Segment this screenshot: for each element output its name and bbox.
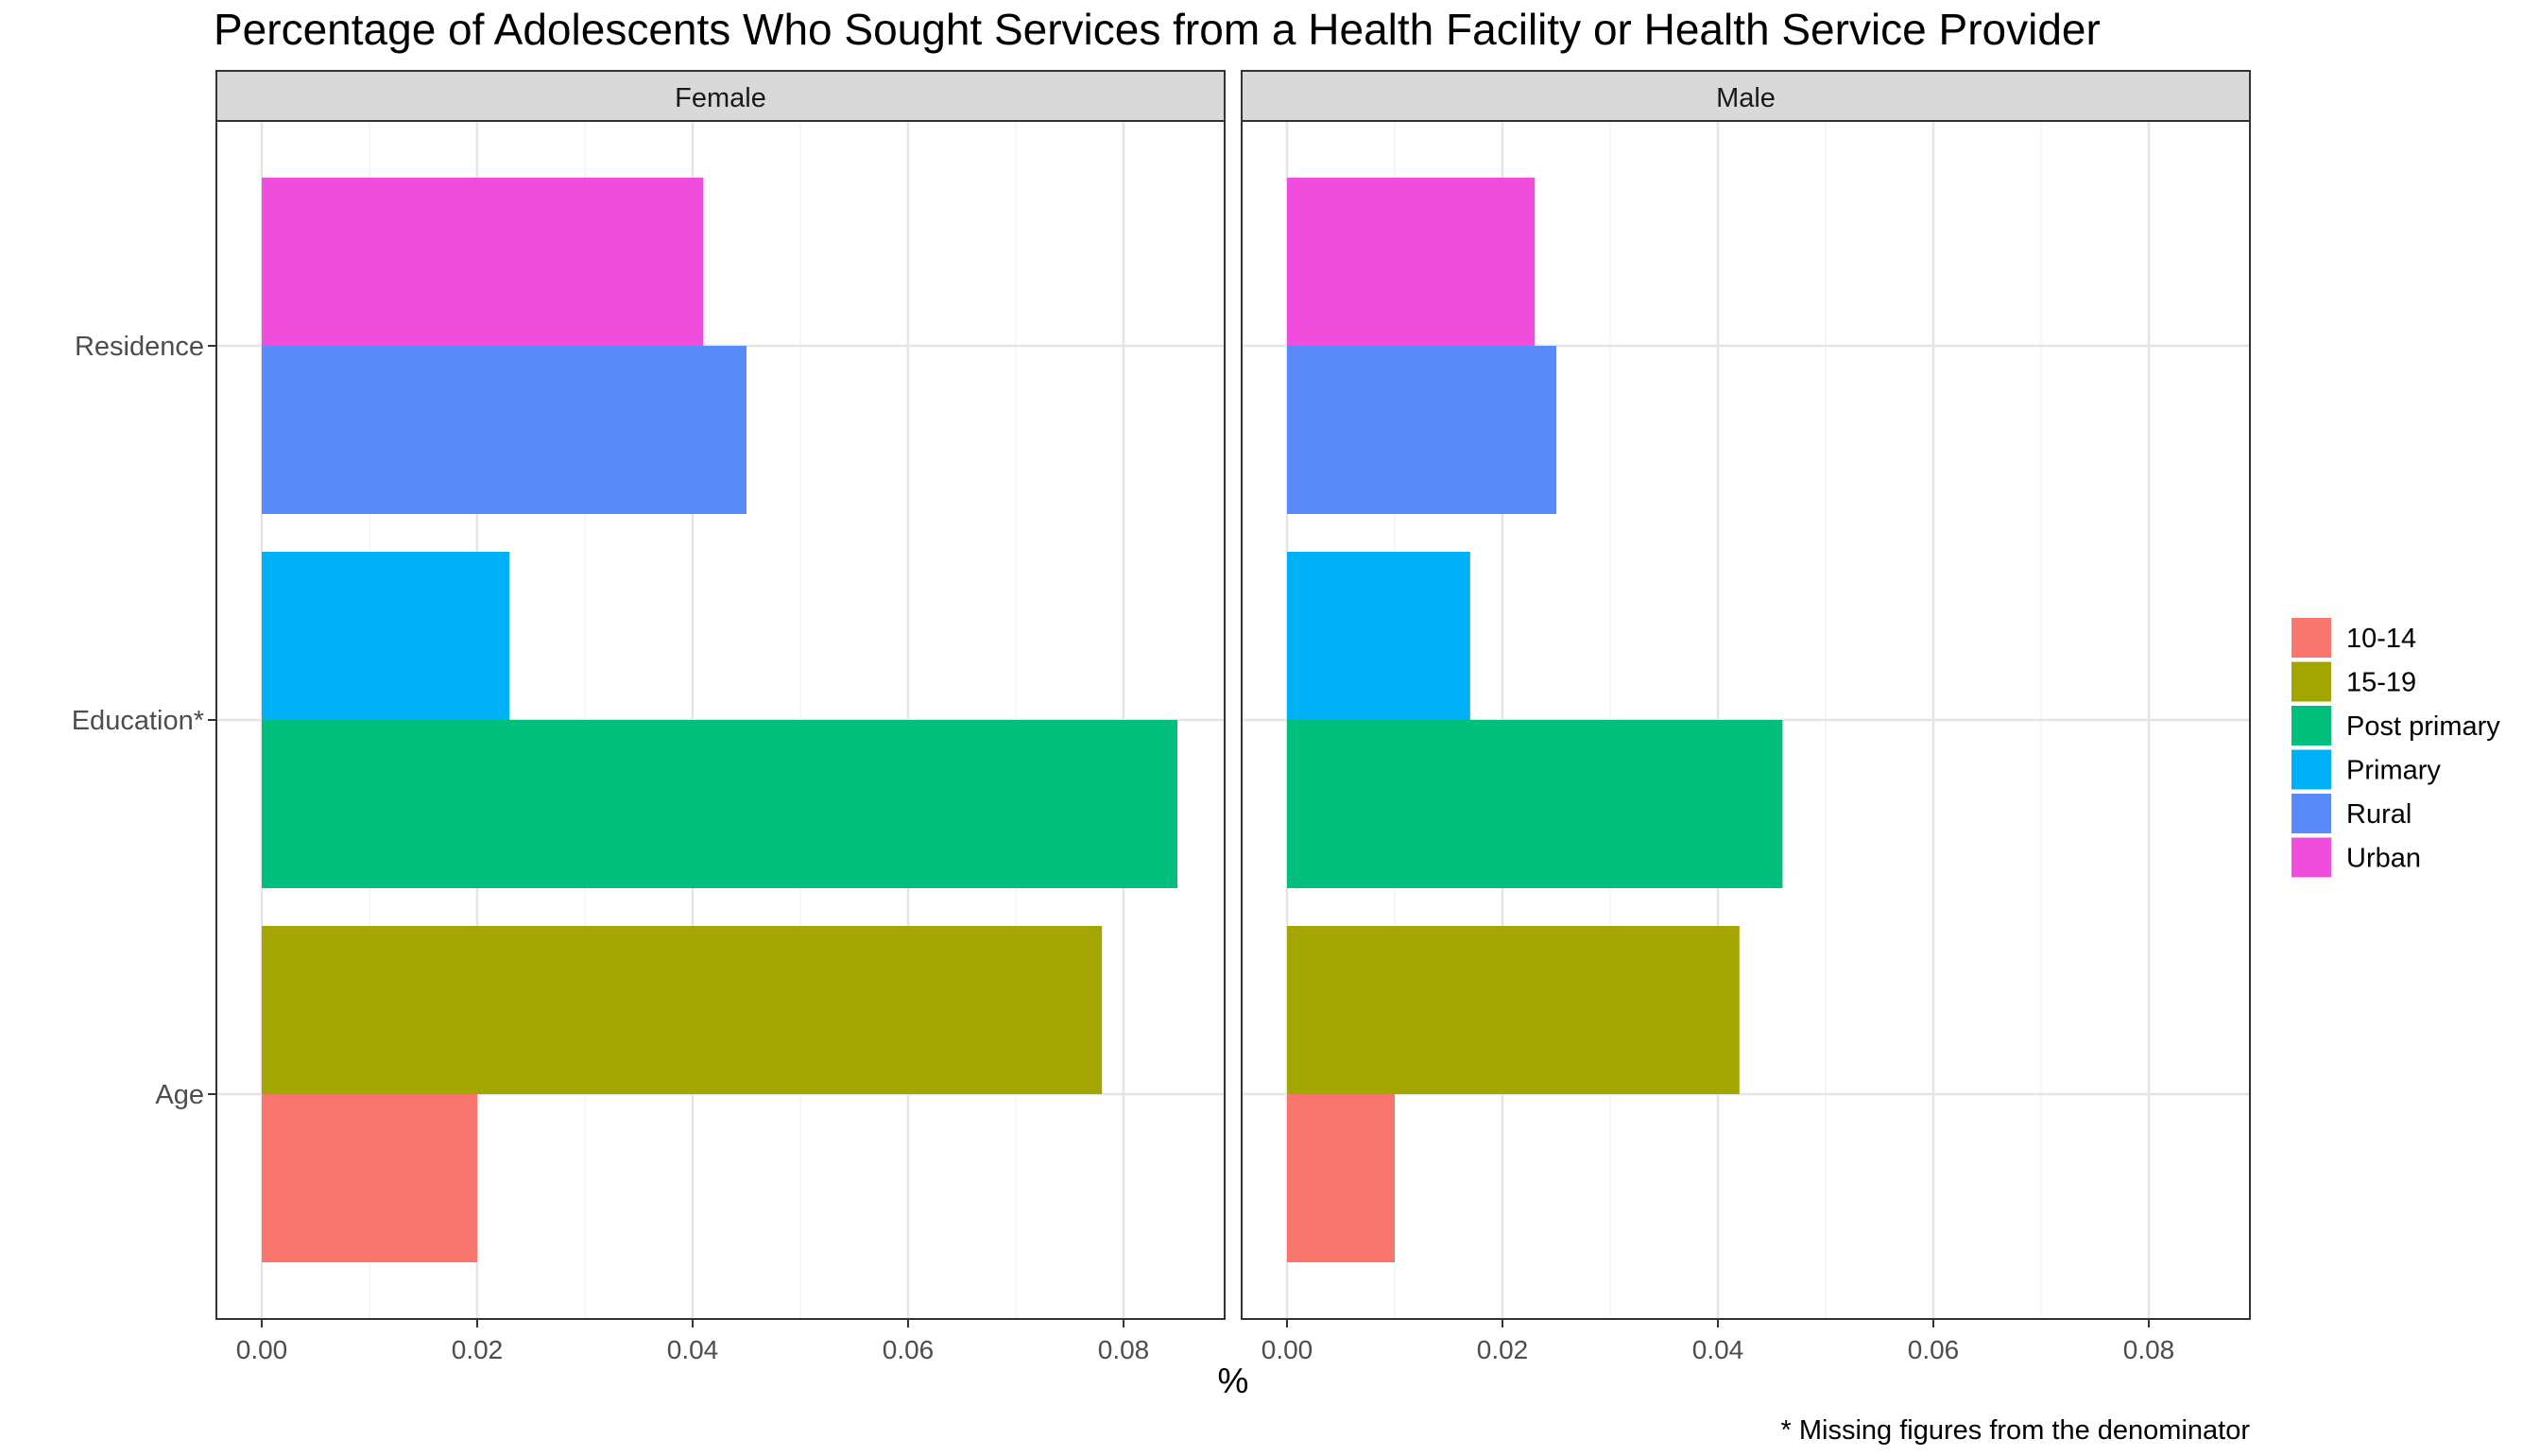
bar-female-residence-rural	[262, 346, 747, 514]
x-tick-label: 0.04	[667, 1335, 719, 1364]
legend-swatch-rural	[2291, 794, 2331, 833]
x-tick-label: 0.06	[1908, 1335, 1960, 1364]
bar-male-residence-rural	[1287, 346, 1556, 514]
x-tick-label: 0.08	[2123, 1335, 2175, 1364]
legend-swatch-primary	[2291, 749, 2331, 790]
bar-female-age-10-14	[262, 1094, 477, 1262]
facet-strip-label: Male	[1716, 83, 1776, 113]
facet-strip	[215, 70, 1226, 122]
x-tick-label: 0.02	[452, 1335, 504, 1364]
x-tick-label: 0.06	[883, 1335, 935, 1364]
y-tick-label: Residence	[75, 332, 204, 362]
bar-male-education-primary	[1287, 552, 1470, 720]
legend-swatch-10-14	[2291, 618, 2331, 658]
x-tick-label: 0.08	[1098, 1335, 1150, 1364]
legend-swatch-15-19	[2291, 661, 2331, 702]
x-tick-label: 0.00	[1261, 1335, 1313, 1364]
legend-swatch-urban	[2291, 837, 2331, 878]
y-tick-label: Education*	[72, 706, 204, 736]
bar-male-age-15-19	[1287, 926, 1740, 1094]
bar-male-residence-urban	[1287, 178, 1536, 346]
legend-label: 15-19	[2346, 668, 2416, 698]
legend-label: Urban	[2346, 844, 2421, 874]
x-tick-label: 0.02	[1477, 1335, 1529, 1364]
legend-label: Primary	[2346, 756, 2441, 786]
bar-female-education-post-primary	[262, 720, 1177, 888]
facet-strip-label: Female	[675, 83, 766, 113]
caption: * Missing figures from the denominator	[1781, 1415, 2251, 1446]
y-tick-label: Age	[155, 1080, 204, 1110]
bar-female-residence-urban	[262, 178, 704, 346]
legend-label: Post primary	[2346, 711, 2500, 742]
panel-border	[1241, 120, 2251, 1320]
bar-female-education-primary	[262, 552, 510, 720]
bar-male-education-post-primary	[1287, 720, 1783, 888]
bar-female-age-15-19	[262, 926, 1103, 1094]
chart-title: Percentage of Adolescents Who Sought Ser…	[214, 5, 2101, 54]
x-tick-label: 0.04	[1692, 1335, 1744, 1364]
x-tick-label: 0.00	[236, 1335, 288, 1364]
bar-male-age-10-14	[1287, 1094, 1395, 1262]
legend-label: 10-14	[2346, 624, 2416, 654]
x-axis-title: %	[1218, 1362, 1249, 1400]
legend-swatch-post-primary	[2291, 706, 2331, 745]
legend-label: Rural	[2346, 799, 2411, 830]
